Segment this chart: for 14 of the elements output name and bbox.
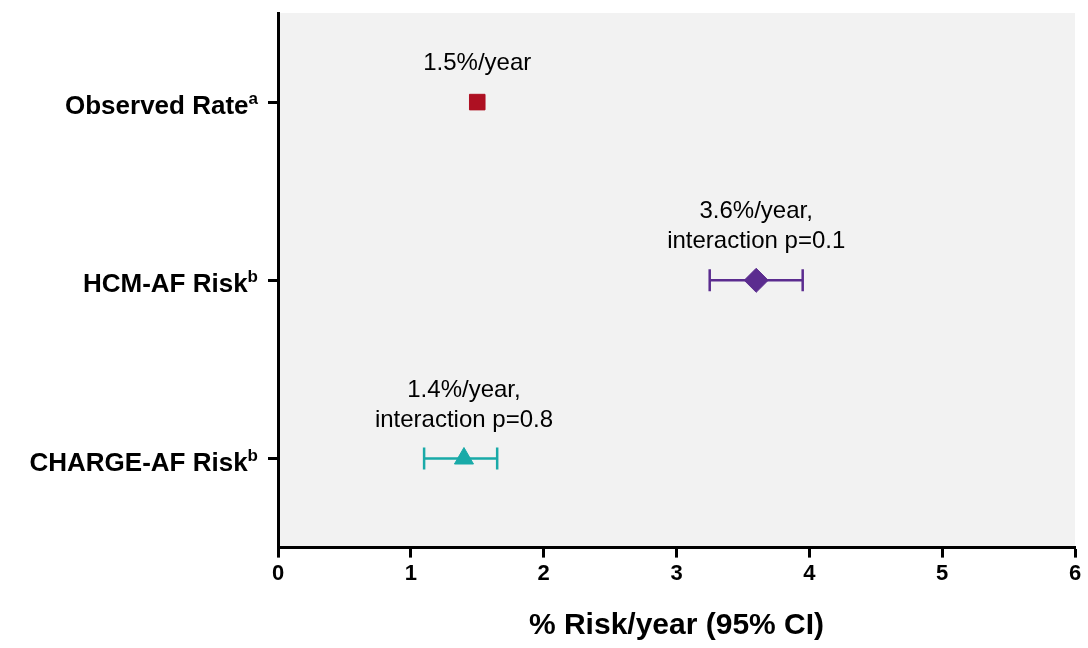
x-tick-label: 4	[803, 559, 817, 585]
x-tick-label: 2	[537, 559, 550, 585]
x-axis-title: % Risk/year (95% CI)	[528, 607, 825, 641]
x-tick-label: 1	[404, 559, 417, 585]
x-tick-label: 6	[1068, 559, 1082, 585]
x-tick-label: 5	[936, 559, 949, 585]
x-tick-label: 0	[271, 559, 285, 585]
annotation: 1.5%/year	[423, 48, 532, 76]
y-tick-label: HCM-AF Risk$^{b}$	[81, 266, 258, 299]
annotation: 1.4%/year, interaction p=0.8	[374, 374, 554, 432]
y-tick-label: CHARGE-AF Risk$^{b}$	[28, 444, 258, 477]
x-tick-label: 3	[670, 559, 683, 585]
y-tick-label: Observed Rate$^{a}$	[64, 88, 258, 120]
annotation: 3.6%/year, interaction p=0.1	[667, 196, 846, 254]
